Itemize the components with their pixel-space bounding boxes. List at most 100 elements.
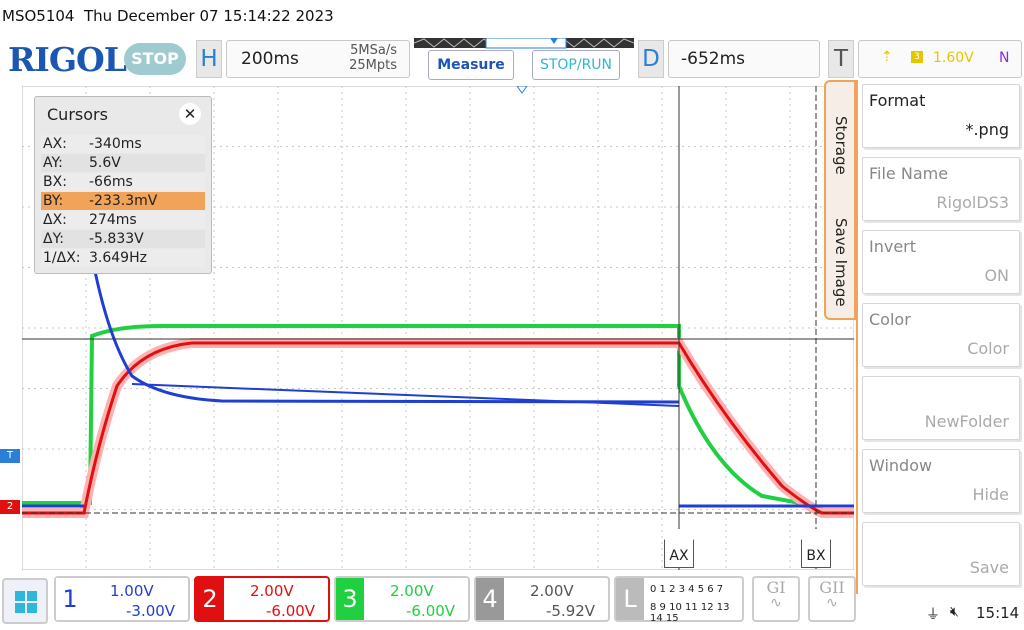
channel-4-box[interactable]: 4 2.00V -5.92V xyxy=(474,576,610,622)
generator-2-button[interactable]: GII ∿ xyxy=(808,576,856,622)
channel-2-trace xyxy=(22,341,854,515)
brand-logo: RIGOL xyxy=(8,40,127,79)
tab-storage[interactable]: Storage xyxy=(832,116,850,175)
trigger-coupling: N xyxy=(999,50,1010,66)
generator-1-label: GI xyxy=(766,578,786,597)
delay-letter[interactable]: D xyxy=(638,40,664,78)
cursor-row-label: BX: xyxy=(43,174,67,190)
cursor-row-value: -66ms xyxy=(89,174,133,190)
close-icon[interactable]: ✕ xyxy=(179,103,201,125)
side-menu-item[interactable]: File Name RigolDS3 xyxy=(862,157,1020,221)
cursor-row-value: 5.6V xyxy=(89,155,121,171)
trigger-level: 1.60V xyxy=(933,50,974,66)
side-menu-tabs[interactable]: Storage Save Image xyxy=(824,80,856,320)
cursor-row: AY: 5.6V xyxy=(41,154,205,172)
side-menu-item-value: Hide xyxy=(972,485,1009,504)
channel-offset: -6.00V xyxy=(406,602,456,620)
side-menu-item-title: Invert xyxy=(869,237,917,256)
side-menu-item-title: Color xyxy=(869,310,911,329)
logic-letter: L xyxy=(616,578,644,620)
cursor-row-value: 274ms xyxy=(89,212,137,228)
channel-scale: 2.00V xyxy=(390,582,434,600)
channel-2-box[interactable]: 2 2.00V -6.00V xyxy=(194,576,330,622)
side-menu-item[interactable]: Invert ON xyxy=(862,230,1020,294)
logic-bits-row1: 0 1 2 3 4 5 6 7 xyxy=(650,584,724,595)
grid-icon xyxy=(15,591,25,601)
cursor-row-label: BY: xyxy=(43,193,64,209)
delay-box[interactable]: -652ms xyxy=(668,40,820,78)
cursors-panel: Cursors ✕ AX: -340ms AY: 5.6V BX: -66ms BY: -23… xyxy=(34,96,212,274)
side-menu-item-title: Window xyxy=(869,456,933,475)
home-button[interactable] xyxy=(2,578,48,624)
channel2-offset-marker[interactable]: 2 xyxy=(0,500,20,514)
side-menu-item[interactable]: Window Hide xyxy=(862,449,1020,513)
trigger-edge-icon: ⇡ xyxy=(881,49,893,65)
side-menu-item-value: *.png xyxy=(965,120,1009,139)
side-menu-item[interactable]: NewFolder xyxy=(862,376,1020,440)
side-menu-item[interactable]: Format *.png xyxy=(862,84,1020,148)
horizontal-letter[interactable]: H xyxy=(196,40,222,78)
model-name: MSO5104 xyxy=(2,7,75,25)
generator-1-button[interactable]: GI ∿ xyxy=(752,576,800,622)
stop-run-button[interactable]: STOP/RUN xyxy=(532,50,620,80)
trigger-position-marker[interactable] xyxy=(516,86,528,94)
channel-1-trace-noise xyxy=(131,383,680,407)
cursor-row-label: ΔY: xyxy=(43,231,64,247)
side-menu-item-title: Format xyxy=(869,91,926,110)
measure-button[interactable]: Measure xyxy=(428,50,514,80)
channel-scale: 2.00V xyxy=(530,582,574,600)
side-menu-item-value: RigolDS3 xyxy=(936,193,1009,212)
generator-2-label: GII xyxy=(819,578,845,597)
cursors-title: Cursors xyxy=(47,105,108,124)
side-menu-item-title: File Name xyxy=(869,164,949,183)
memory-depth: 25Mpts xyxy=(349,58,397,73)
channel-1-box[interactable]: 1 1.00V -3.00V xyxy=(54,576,190,622)
cursor-row-value: -340ms xyxy=(89,136,142,152)
waveform-area[interactable] xyxy=(22,86,854,570)
trigger-source-icon: 3 xyxy=(911,51,923,63)
side-menu-item[interactable]: Save xyxy=(862,522,1020,586)
channel-number: 1 xyxy=(56,578,84,620)
tab-save-image[interactable]: Save Image xyxy=(832,218,850,307)
cursor-row-label: AX: xyxy=(43,136,67,152)
cursor-row: ΔX: 274ms xyxy=(41,211,205,229)
sample-rate: 5MSa/s xyxy=(350,43,397,58)
cursor-row: 1/ΔX: 3.649Hz xyxy=(41,249,205,267)
sine-wave-icon: ∿ xyxy=(826,595,838,611)
cursor-row-value: 3.649Hz xyxy=(89,250,147,266)
cursor-row: ΔY: -5.833V xyxy=(41,230,205,248)
logic-channel-box[interactable]: L 0 1 2 3 4 5 6 7 8 9 10 11 12 13 14 15 xyxy=(614,576,744,624)
speaker-muted-icon[interactable]: 🔇︎ xyxy=(950,604,959,620)
channel-1-trace xyxy=(22,255,854,508)
delay-value: -652ms xyxy=(681,49,745,69)
memory-position-bar[interactable] xyxy=(414,38,634,50)
sine-wave-icon: ∿ xyxy=(770,595,782,611)
timebase-value: 200ms xyxy=(241,49,299,69)
side-menu-item[interactable]: Color Color xyxy=(862,303,1020,367)
cursor-row: BX: -66ms xyxy=(41,173,205,191)
status-bar: MSO5104 Thu December 07 15:14:22 2023 xyxy=(0,0,1024,32)
horizontal-box[interactable]: 200ms 5MSa/s 25Mpts xyxy=(226,40,410,78)
trigger-letter[interactable]: T xyxy=(828,40,854,78)
usb-icon: ⏚ xyxy=(926,607,940,623)
cursor-row-value: -5.833V xyxy=(89,231,144,247)
channel-offset: -5.92V xyxy=(546,602,596,620)
run-state-badge[interactable]: STOP xyxy=(124,43,186,75)
cursor-row-label: AY: xyxy=(43,155,63,171)
side-menu-item-value: NewFolder xyxy=(924,412,1009,431)
channel-number: 3 xyxy=(336,578,364,620)
side-menu: Storage Save Image Format *.png File Name R… xyxy=(824,80,1024,594)
cursor-row: AX: -340ms xyxy=(41,135,205,153)
side-menu-item-value: ON xyxy=(984,266,1009,285)
channel-offset: -3.00V xyxy=(126,602,176,620)
trigger-box[interactable]: ⇡ 3 1.60V N xyxy=(858,40,1022,78)
channel-scale: 1.00V xyxy=(110,582,154,600)
cursor-row-label: 1/ΔX: xyxy=(43,250,81,266)
cursor-row-label: ΔX: xyxy=(43,212,67,228)
channel-3-box[interactable]: 3 2.00V -6.00V xyxy=(334,576,470,622)
cursor-row: BY: -233.3mV xyxy=(41,192,205,210)
side-menu-item-value: Color xyxy=(967,339,1009,358)
trigger-level-marker[interactable]: T xyxy=(0,449,20,463)
channel-number: 2 xyxy=(196,578,224,620)
logic-bits-row2: 8 9 10 11 12 13 14 15 xyxy=(650,602,730,624)
